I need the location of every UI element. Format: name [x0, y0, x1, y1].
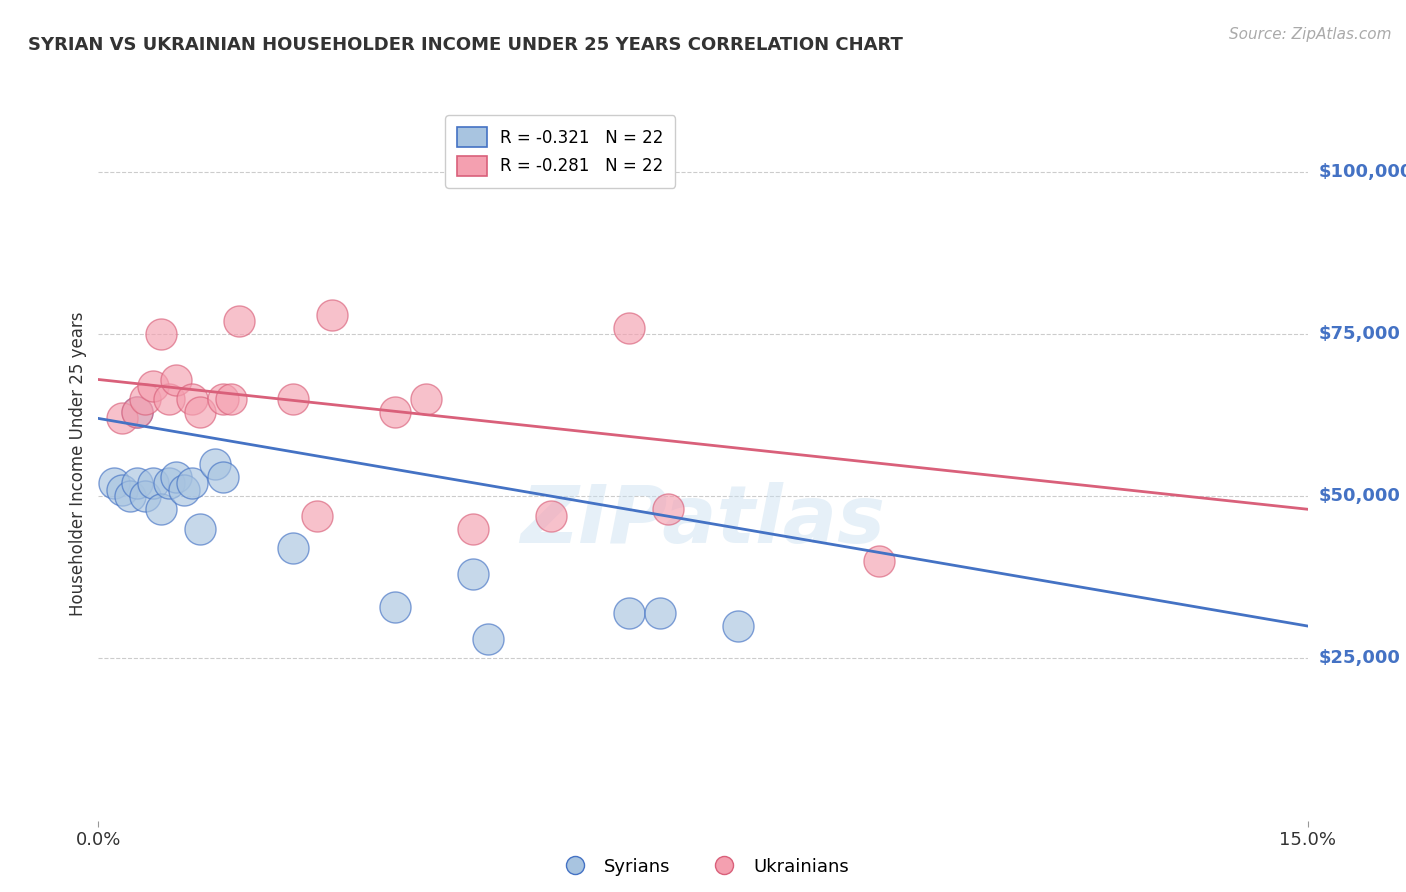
Point	[134, 489, 156, 503]
Point	[617, 606, 640, 620]
Point	[103, 476, 125, 491]
Text: ZIPatlas: ZIPatlas	[520, 482, 886, 560]
Point	[540, 508, 562, 523]
Point	[142, 379, 165, 393]
Point	[415, 392, 437, 406]
Point	[157, 476, 180, 491]
Point	[181, 392, 204, 406]
Point	[188, 522, 211, 536]
Point	[188, 405, 211, 419]
Point	[118, 489, 141, 503]
Point	[149, 502, 172, 516]
Point	[228, 314, 250, 328]
Point	[212, 392, 235, 406]
Point	[283, 541, 305, 556]
Point	[648, 606, 671, 620]
Point	[477, 632, 499, 646]
Point	[127, 476, 149, 491]
Text: Source: ZipAtlas.com: Source: ZipAtlas.com	[1229, 27, 1392, 42]
Point	[305, 508, 328, 523]
Point	[134, 392, 156, 406]
Point	[868, 554, 890, 568]
Point	[111, 483, 134, 497]
Point	[461, 522, 484, 536]
Point	[111, 411, 134, 425]
Point	[204, 457, 226, 471]
Point	[157, 392, 180, 406]
Y-axis label: Householder Income Under 25 years: Householder Income Under 25 years	[69, 311, 87, 616]
Point	[142, 476, 165, 491]
Point	[617, 320, 640, 334]
Point	[384, 599, 406, 614]
Point	[127, 405, 149, 419]
Point	[212, 470, 235, 484]
Text: SYRIAN VS UKRAINIAN HOUSEHOLDER INCOME UNDER 25 YEARS CORRELATION CHART: SYRIAN VS UKRAINIAN HOUSEHOLDER INCOME U…	[28, 36, 903, 54]
Text: $25,000: $25,000	[1319, 649, 1400, 667]
Point	[727, 619, 749, 633]
Point	[219, 392, 242, 406]
Point	[181, 476, 204, 491]
Text: $100,000: $100,000	[1319, 163, 1406, 181]
Point	[165, 372, 187, 386]
Text: $50,000: $50,000	[1319, 487, 1400, 505]
Point	[657, 502, 679, 516]
Point	[461, 567, 484, 582]
Point	[384, 405, 406, 419]
Point	[321, 308, 343, 322]
Point	[127, 405, 149, 419]
Text: $75,000: $75,000	[1319, 325, 1400, 343]
Legend: R = -0.321   N = 22, R = -0.281   N = 22: R = -0.321 N = 22, R = -0.281 N = 22	[446, 115, 675, 187]
Point	[283, 392, 305, 406]
Point	[165, 470, 187, 484]
Legend: Syrians, Ukrainians: Syrians, Ukrainians	[550, 851, 856, 883]
Point	[149, 327, 172, 342]
Point	[173, 483, 195, 497]
